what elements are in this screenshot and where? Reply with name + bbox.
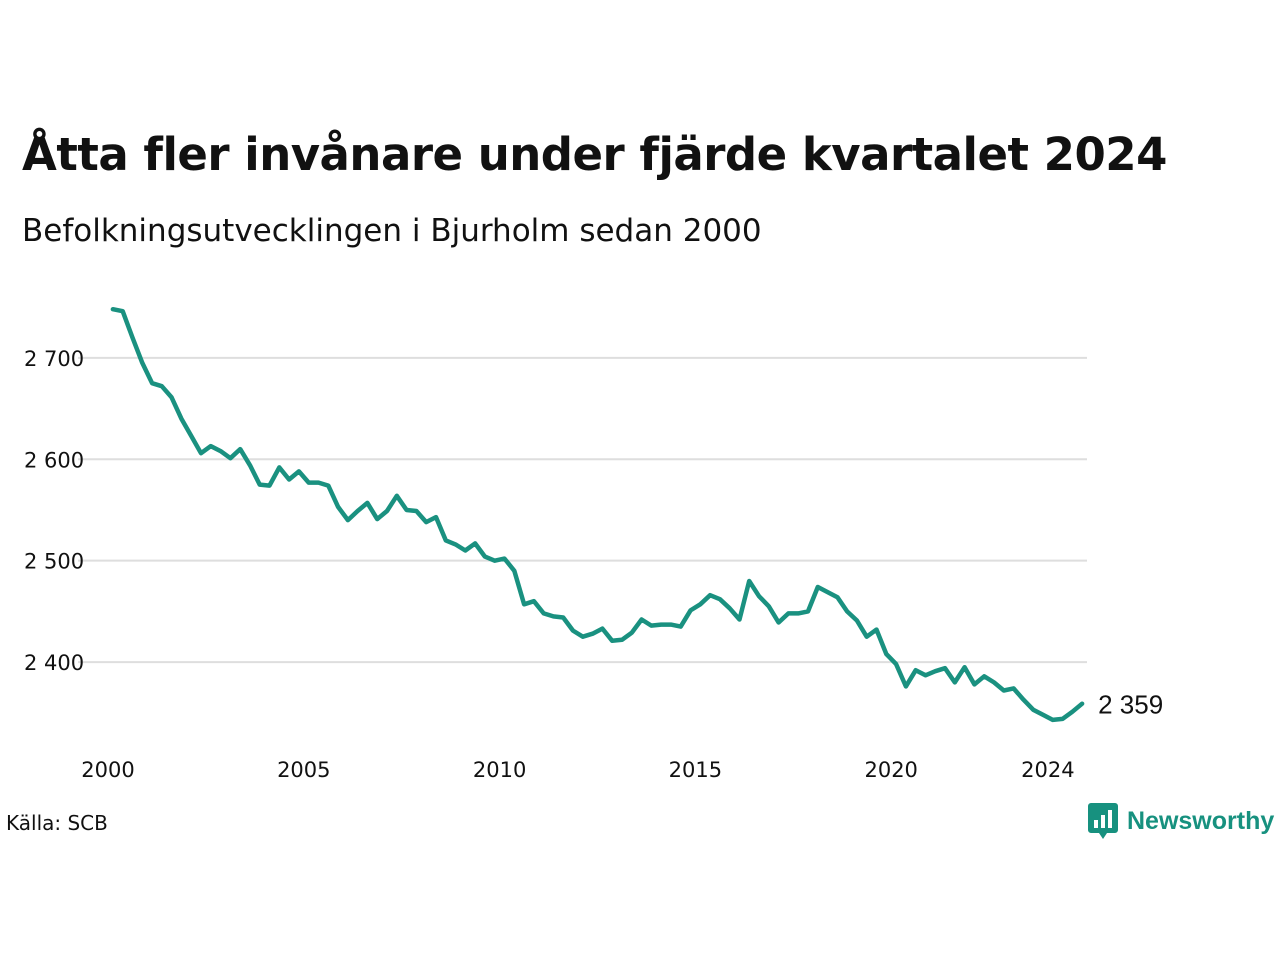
newsworthy-logo-icon	[1088, 803, 1118, 839]
source-note: Källa: SCB	[6, 811, 108, 835]
x-tick-label: 2000	[81, 758, 134, 782]
brand-name: Newsworthy	[1127, 806, 1275, 835]
grid-lines	[78, 356, 1087, 664]
y-tick-label: 2 700	[24, 347, 84, 371]
x-tick-label: 2005	[277, 758, 330, 782]
brand-logo: Newsworthy	[1088, 803, 1274, 839]
chart-title: Åtta fler invånare under fjärde kvartale…	[22, 128, 1167, 181]
x-tick-label: 2015	[669, 758, 722, 782]
x-tick-label: 2024	[1021, 758, 1074, 782]
population-series-line	[110, 306, 1085, 723]
end-value-label: 2 359	[1098, 690, 1163, 720]
y-tick-label: 2 500	[24, 550, 84, 574]
chart-subtitle: Befolkningsutvecklingen i Bjurholm sedan…	[22, 213, 762, 249]
y-tick-label: 2 400	[24, 651, 84, 675]
x-axis-tick-labels: 2000 2005 2010 2015 2020 2024	[81, 758, 1074, 782]
x-tick-label: 2020	[864, 758, 917, 782]
y-axis-tick-labels: 2 400 2 500 2 600 2 700	[24, 347, 84, 675]
y-tick-label: 2 600	[24, 448, 84, 472]
x-tick-label: 2010	[473, 758, 526, 782]
